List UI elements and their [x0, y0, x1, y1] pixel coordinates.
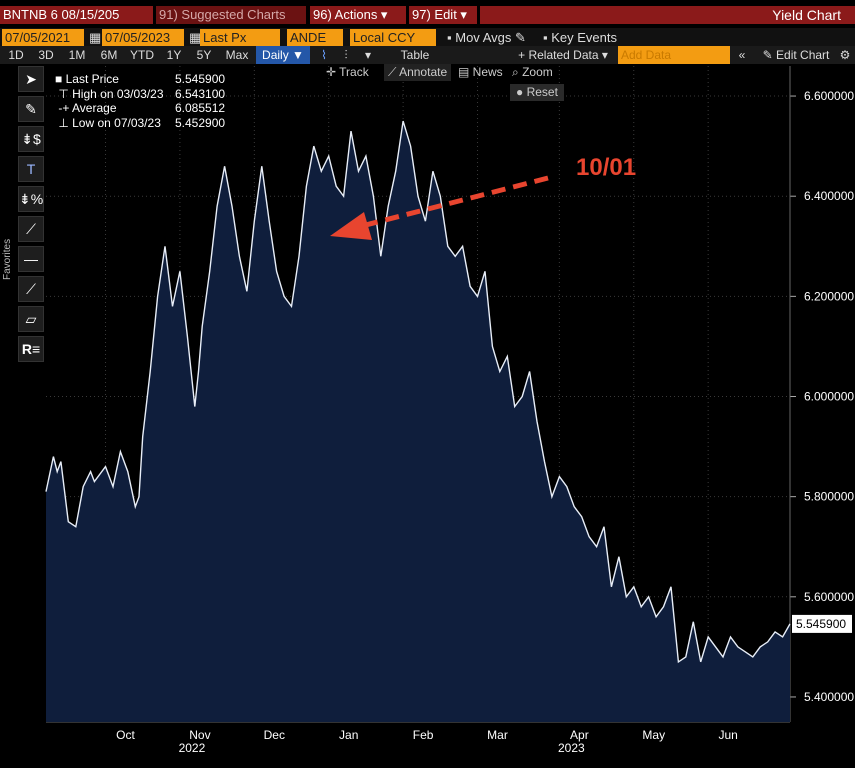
y-tick-label: 6.200000: [804, 289, 854, 303]
y-tick-label: 6.600000: [804, 89, 854, 103]
year-label: 2023: [558, 741, 585, 755]
tab-max[interactable]: Max: [225, 48, 249, 62]
year-label: 2022: [179, 741, 206, 755]
news-label: News: [472, 65, 503, 79]
legend: ■ Last Price 5.545900 ⊤ High on 03/03/23 6…: [55, 72, 225, 130]
legend-label: Average: [72, 101, 117, 115]
tab-5y[interactable]: 5Y: [196, 48, 212, 62]
legend-value: 5.452900: [175, 115, 226, 130]
tab-ytd[interactable]: YTD: [130, 48, 154, 62]
legend-value: 6.543100: [175, 86, 226, 101]
edit-menu[interactable]: 97) Edit ▾: [409, 6, 477, 24]
segment-icon[interactable]: ⟋: [18, 276, 44, 302]
gear-icon[interactable]: ⚙: [839, 48, 851, 62]
suggested-charts-button[interactable]: 91) Suggested Charts: [156, 6, 306, 24]
text-tool-icon[interactable]: T: [18, 156, 44, 182]
zoom-label: Zoom: [522, 65, 553, 79]
tab-3d[interactable]: 3D: [38, 48, 54, 62]
double-chevron-left-icon[interactable]: «: [738, 48, 746, 62]
start-date-input[interactable]: 07/05/2021: [2, 29, 84, 47]
candle-icon[interactable]: ⫶: [344, 48, 348, 62]
tab-1d[interactable]: 1D: [8, 48, 24, 62]
end-date-input[interactable]: 07/05/2023: [102, 29, 184, 47]
annotation-arrow-line: [361, 175, 549, 229]
field-select[interactable]: Last Px: [200, 29, 280, 47]
legend-value: 5.545900: [175, 72, 226, 86]
edit-chart-button[interactable]: ✎ Edit Chart: [762, 48, 830, 62]
annotate-label: Annotate: [399, 65, 448, 79]
trendline-icon[interactable]: ⟋: [18, 216, 44, 242]
add-data-input[interactable]: Add Data: [618, 46, 730, 64]
track-label: Track: [339, 65, 369, 79]
x-tick-label: Jun: [718, 728, 737, 742]
actions-menu[interactable]: 96) Actions ▾: [310, 6, 406, 24]
x-tick-label: Feb: [413, 728, 434, 742]
chart-title: Yield Chart: [480, 6, 855, 24]
related-data-menu[interactable]: + Related Data ▾: [518, 48, 608, 62]
horizontal-line-icon[interactable]: —: [18, 246, 44, 272]
series-line: [45, 120, 791, 664]
y-tick-label: 6.000000: [804, 390, 854, 404]
series-area: [46, 121, 790, 723]
legend-label: High on 03/03/23: [72, 86, 164, 101]
y-tick-label: 6.400000: [804, 189, 854, 203]
tab-6m[interactable]: 6M: [100, 48, 118, 62]
legend-high: ⊤ High on 03/03/23 6.543100: [55, 86, 226, 101]
regression-icon[interactable]: R≡: [18, 336, 44, 362]
news-tool[interactable]: ▤ News: [458, 65, 503, 79]
channel-icon[interactable]: ▱: [18, 306, 44, 332]
currency-select[interactable]: Local CCY: [350, 29, 436, 47]
key-events-label: Key Events: [551, 30, 617, 45]
mov-avgs-label: Mov Avgs: [455, 30, 512, 45]
calendar-icon[interactable]: ▦: [89, 30, 102, 45]
calendar-icon[interactable]: ▦: [189, 30, 202, 45]
pointer-icon[interactable]: ➤: [18, 66, 44, 92]
y-tick-label: 5.600000: [804, 590, 854, 604]
last-value-tag-text: 5.545900: [796, 617, 846, 631]
ticker-field[interactable]: BNTNB 6 08/15/205: [0, 6, 153, 24]
percent-arrow-icon[interactable]: ⇟%: [18, 186, 44, 212]
chevron-down-icon[interactable]: ▾: [364, 48, 372, 62]
annotate-tool[interactable]: ⟋ Annotate: [384, 64, 452, 81]
y-tick-label: 5.400000: [804, 690, 854, 704]
source-select[interactable]: ANDE: [287, 29, 343, 47]
line-chart-icon[interactable]: ⌇: [321, 48, 327, 62]
reset-button[interactable]: ● Reset: [510, 84, 564, 101]
x-tick-label: Jan: [339, 728, 358, 742]
tab-1y[interactable]: 1Y: [166, 48, 182, 62]
x-tick-label: Oct: [116, 728, 135, 742]
x-tick-label: Nov: [189, 728, 210, 742]
annotation-arrow-head: [330, 212, 372, 240]
tab-daily[interactable]: Daily ▼: [256, 46, 310, 64]
legend-last-price: ■ Last Price 5.545900: [55, 72, 226, 86]
reset-label: Reset: [526, 85, 558, 99]
x-tick-label: May: [642, 728, 665, 742]
favorites-label[interactable]: Favorites: [2, 238, 13, 280]
annotation-text: 10/01: [576, 154, 637, 181]
legend-low: ⊥ Low on 07/03/23 5.452900: [55, 115, 226, 130]
pen-icon[interactable]: ✎: [18, 96, 44, 122]
table-button[interactable]: Table: [400, 48, 430, 62]
key-events-toggle[interactable]: ▪ Key Events: [543, 30, 617, 45]
track-tool[interactable]: ✛ Track: [326, 65, 369, 79]
x-tick-label: Mar: [487, 728, 508, 742]
x-tick-label: Dec: [264, 728, 285, 742]
legend-average: -+ Average 6.085512: [55, 101, 226, 115]
price-arrow-icon[interactable]: ⇟$: [18, 126, 44, 152]
mov-avgs-toggle[interactable]: ▪ Mov Avgs ✎: [447, 30, 526, 45]
last-value-tag: [792, 614, 852, 633]
y-tick-label: 5.800000: [804, 490, 854, 504]
tab-1m[interactable]: 1M: [68, 48, 86, 62]
x-tick-label: Apr: [570, 728, 589, 742]
edit-chart-label: Edit Chart: [776, 48, 830, 62]
legend-label: Last Price: [65, 72, 119, 86]
legend-label: Low on 07/03/23: [72, 115, 161, 130]
zoom-tool[interactable]: ⌕ Zoom: [512, 65, 553, 79]
legend-value: 6.085512: [175, 101, 226, 115]
